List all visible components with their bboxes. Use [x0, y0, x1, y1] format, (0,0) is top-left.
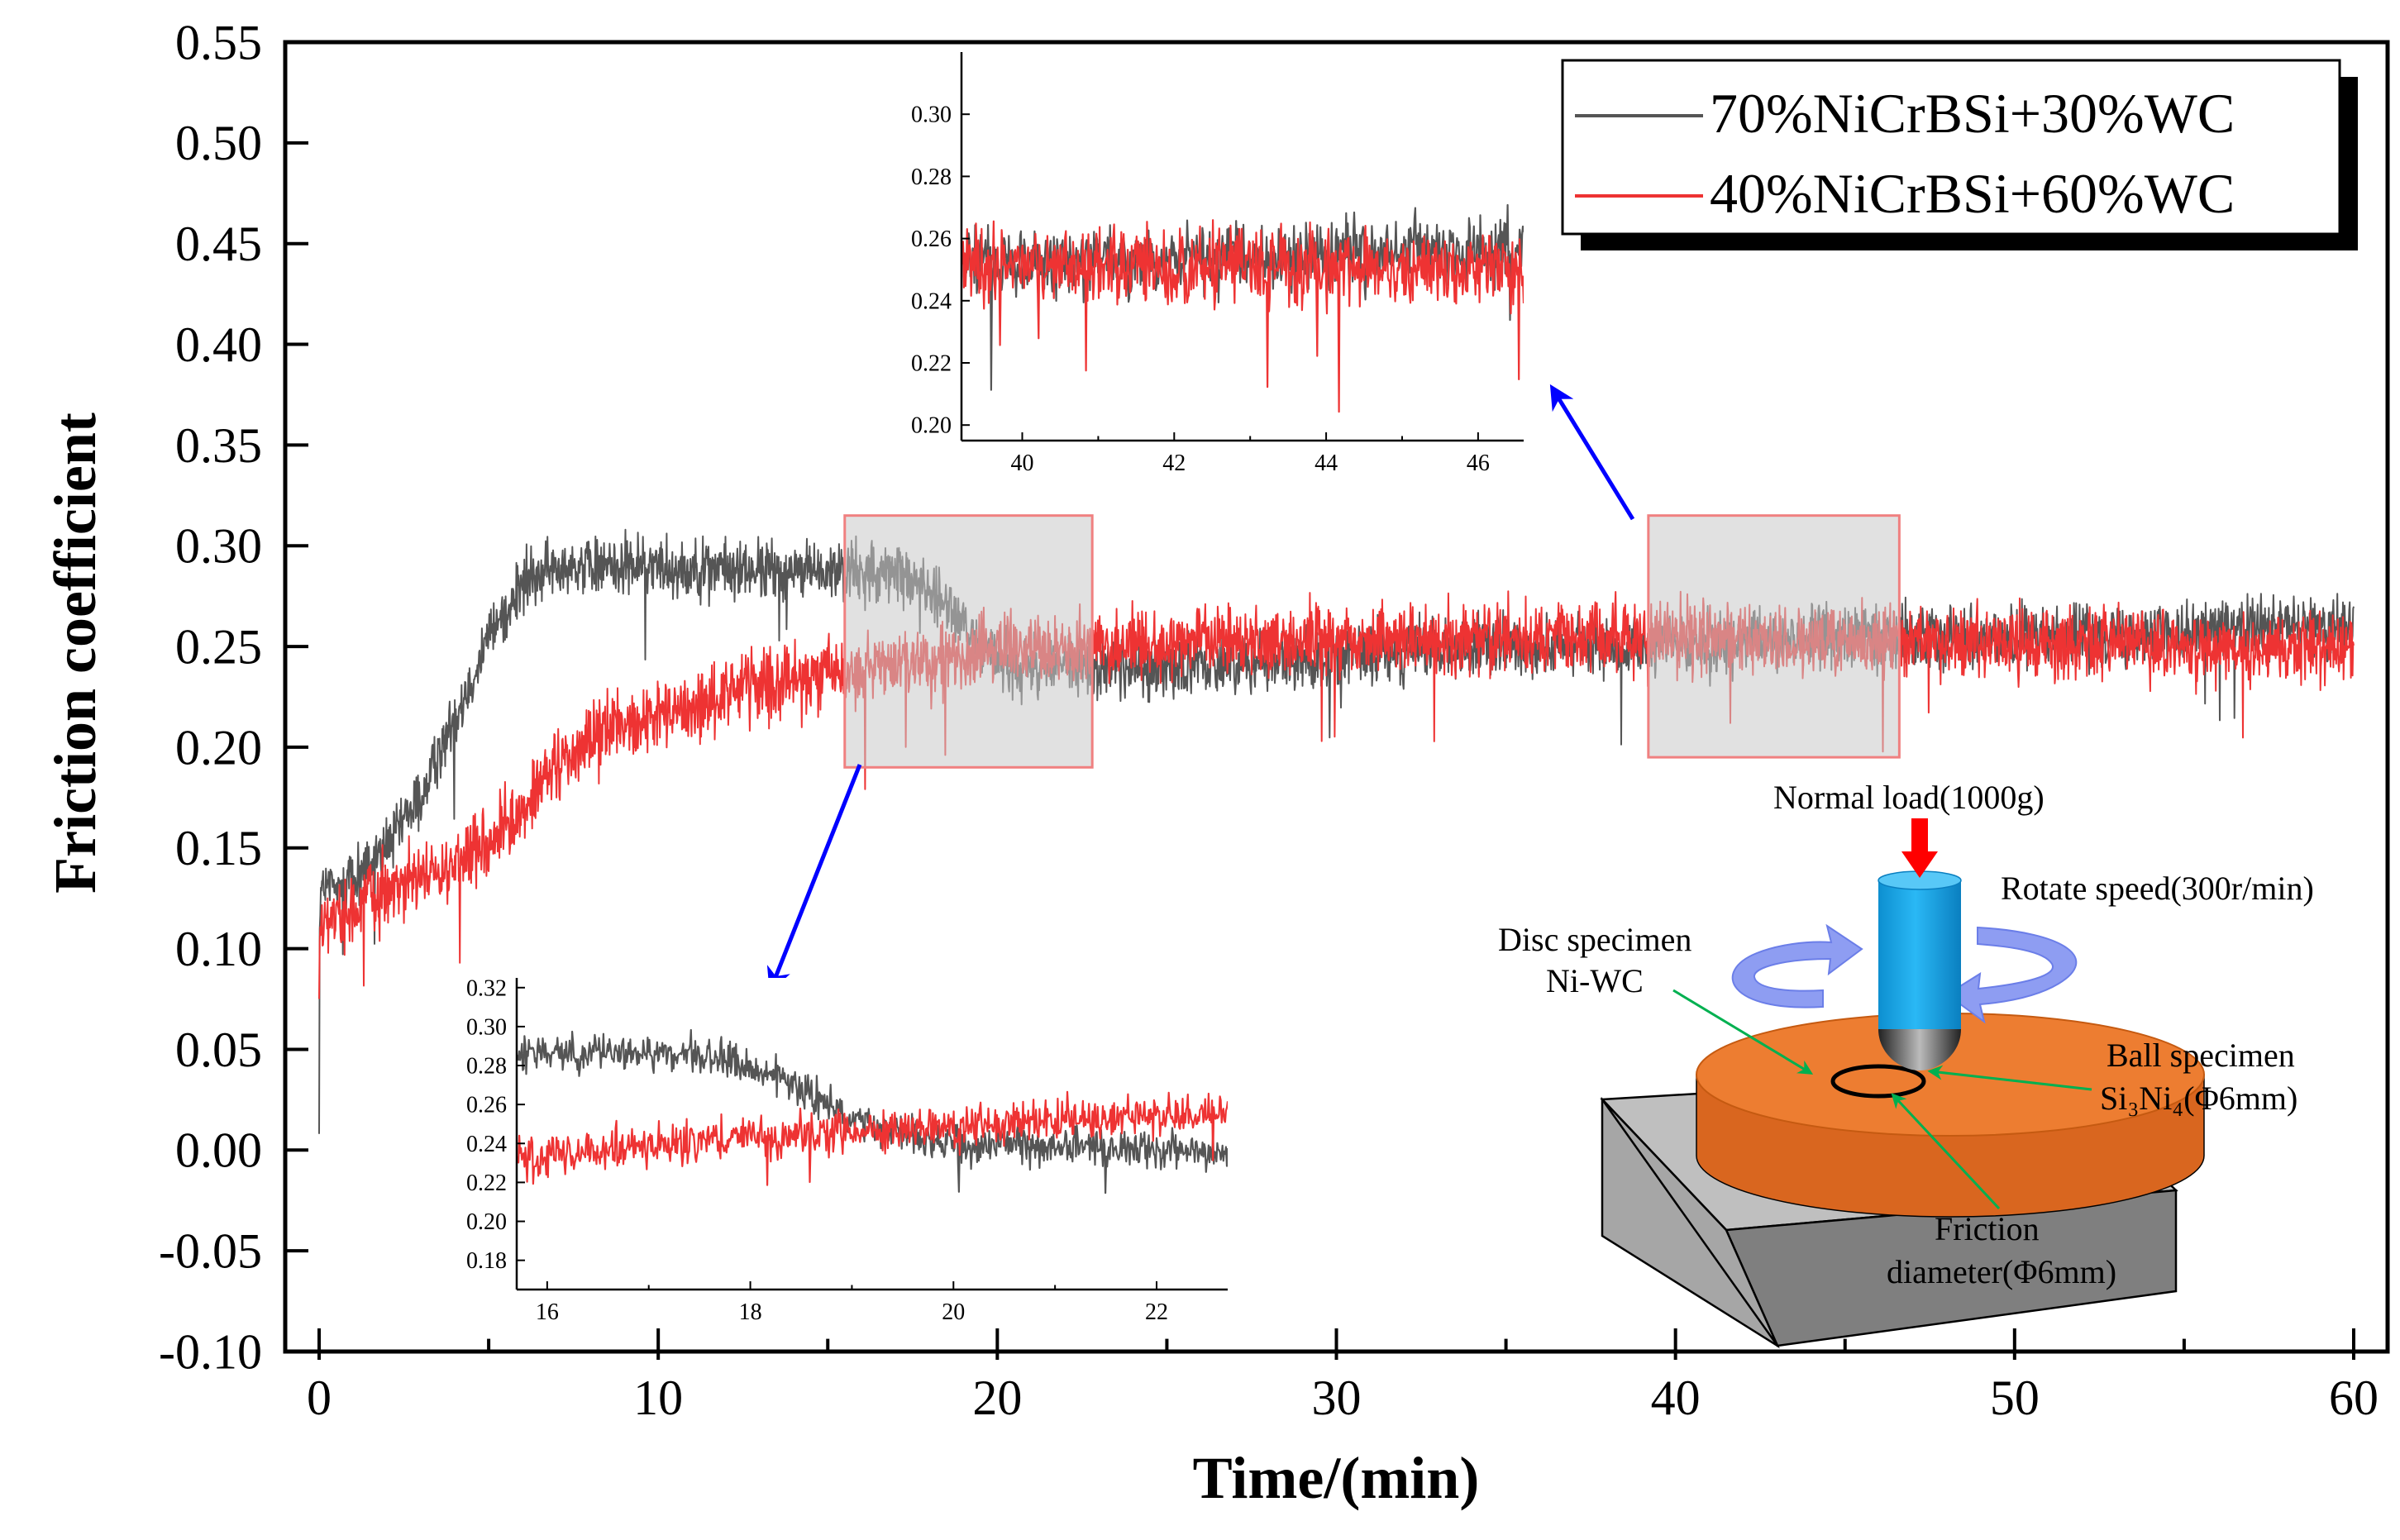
- x-tick-label: 44: [1315, 451, 1338, 476]
- main-chart: 0 10 20 30 40 50 60 -0.10 -0.05 0.00 0.05 0.10 0.15 0…: [42, 15, 2390, 1511]
- y-tick-label: 0.20: [466, 1209, 507, 1235]
- x-tick-label: 20: [942, 1299, 965, 1325]
- x-tick-label: 40: [1011, 451, 1034, 476]
- y-tick-label: 0.18: [466, 1248, 507, 1274]
- x-tick-label: 16: [536, 1299, 559, 1325]
- ball-material-label: Si₃Ni₄(Φ6mm): [2100, 1080, 2297, 1117]
- y-tick-label: 0.24: [911, 288, 952, 314]
- x-tick-label: 60: [2329, 1371, 2379, 1425]
- y-tick-label: 0.00: [175, 1123, 262, 1178]
- friction-label: Friction: [1935, 1210, 2040, 1247]
- legend-label-series-1: 70%NiCrBSi+30%WC: [1710, 82, 2235, 145]
- y-tick-label: 0.28: [466, 1054, 507, 1080]
- y-tick-label: 0.22: [466, 1170, 507, 1196]
- pin-ball-tip: [1878, 1029, 1961, 1070]
- ball-specimen-label: Ball specimen: [2107, 1037, 2295, 1074]
- y-tick-label: 0.24: [466, 1132, 507, 1157]
- inset-top-chart: 40 42 44 46 0.20 0.22 0.24 0.26 0.28 0.30: [911, 52, 1524, 476]
- load-arrow-head: [1901, 851, 1938, 878]
- y-tick-label: -0.10: [159, 1324, 262, 1379]
- x-tick-label: 18: [739, 1299, 762, 1325]
- wear-track: [1830, 1064, 1926, 1099]
- inset-bottom-series-group: [517, 1028, 1228, 1194]
- legend: 70%NiCrBSi+30%WC 40%NiCrBSi+60%WC: [1561, 59, 2358, 250]
- y-tick-label: 0.28: [911, 164, 952, 190]
- y-tick-label: 0.50: [175, 116, 262, 170]
- x-tick-label: 20: [972, 1371, 1022, 1425]
- y-tick-label: -0.05: [159, 1224, 262, 1279]
- y-tick-label: 0.55: [175, 15, 262, 69]
- y-tick-label: 0.32: [466, 975, 507, 1001]
- x-tick-label: 30: [1312, 1371, 1362, 1425]
- x-tick-label: 40: [1651, 1371, 1701, 1425]
- y-tick-label: 0.30: [911, 103, 952, 128]
- pointer-friction: [1891, 1093, 2001, 1210]
- rotation-arrow-right: [1945, 926, 2078, 1024]
- y-tick-label: 0.26: [911, 226, 952, 252]
- pointer-disc: [1672, 989, 1814, 1075]
- y-tick-label: 0.10: [175, 922, 262, 976]
- y-tick-label: 0.20: [911, 413, 952, 439]
- zoom-arrow-bottom: [766, 764, 862, 993]
- friction-diameter-label: diameter(Φ6mm): [1887, 1253, 2116, 1290]
- base-block-left: [1601, 1099, 1779, 1347]
- series-line-2: [517, 1090, 1228, 1186]
- series-line-2: [318, 590, 2355, 999]
- x-tick-label: 50: [1990, 1371, 2040, 1425]
- x-axis-label: Time/(min): [1193, 1445, 1480, 1511]
- y-axis-label: Friction coefficient: [42, 412, 108, 894]
- inset-top-series-group: [961, 203, 1524, 413]
- x-tick-label: 0: [307, 1371, 332, 1425]
- y-tick-label: 0.40: [175, 317, 262, 372]
- x-tick-label: 42: [1162, 451, 1186, 476]
- x-tick-label: 10: [633, 1371, 683, 1425]
- rotate-speed-label: Rotate speed(300r/min): [2001, 870, 2314, 907]
- x-tick-label: 46: [1467, 451, 1490, 476]
- zoom-boxes: [843, 514, 1901, 769]
- disc-specimen-label: Disc specimen: [1498, 921, 1691, 958]
- y-tick-label: 0.30: [175, 519, 262, 574]
- x-tick-label: 22: [1145, 1299, 1168, 1325]
- y-tick-label: 0.25: [175, 619, 262, 674]
- inset-top-axes: 40 42 44 46 0.20 0.22 0.24 0.26 0.28 0.30: [911, 103, 1490, 476]
- normal-load-label: Normal load(1000g): [1773, 779, 2045, 816]
- rotation-arrow-left: [1731, 923, 1863, 1008]
- legend-box: [1561, 59, 2341, 236]
- y-tick-label: 0.15: [175, 821, 262, 875]
- y-tick-label: 0.05: [175, 1023, 262, 1077]
- main-series-group: [318, 528, 2355, 1134]
- series-line-2: [961, 219, 1524, 413]
- y-tick-label: 0.20: [175, 720, 262, 775]
- y-tick-label: 0.35: [175, 418, 262, 473]
- y-tick-label: 0.26: [466, 1093, 507, 1118]
- disc-material-label: Ni-WC: [1546, 962, 1644, 999]
- pin-body: [1878, 880, 1961, 1029]
- pointer-ball: [1927, 1065, 2092, 1091]
- main-x-axis: 0 10 20 30 40 50 60 -0.10 -0.05 0.00 0.05 0.10 0.15 0…: [159, 15, 2379, 1425]
- y-tick-label: 0.45: [175, 217, 262, 271]
- inset-bottom-axes: 16 18 20 22 0.18 0.20 0.22 0.24 0.26 0.28 0.30 0.32: [466, 975, 1168, 1325]
- legend-label-series-2: 40%NiCrBSi+60%WC: [1710, 162, 2235, 225]
- y-tick-label: 0.22: [911, 351, 952, 377]
- y-tick-label: 0.30: [466, 1014, 507, 1040]
- series-line-1: [517, 1028, 1228, 1194]
- zoom-box-1: [843, 514, 1094, 769]
- inset-bottom-chart: 16 18 20 22 0.18 0.20 0.22 0.24 0.26 0.28 0.30 0.32: [466, 975, 1228, 1325]
- zoom-box-2: [1647, 514, 1901, 759]
- tribometer-schematic: Normal load(1000g) Rotate speed(300r/min…: [1498, 779, 2314, 1349]
- zoom-arrow-top: [1549, 384, 1635, 521]
- load-arrow-shaft: [1911, 818, 1928, 853]
